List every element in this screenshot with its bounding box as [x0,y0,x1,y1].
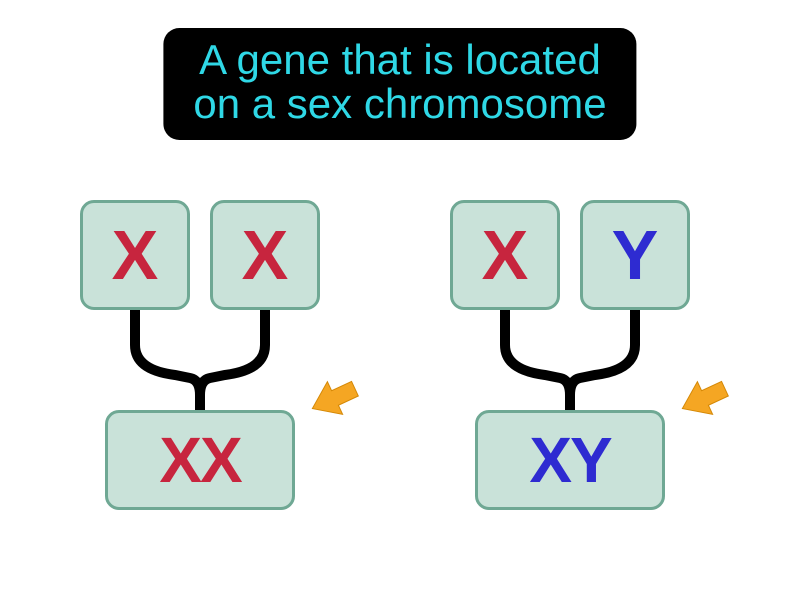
parent-box-left-2: X [210,200,320,310]
chromosome-letter: Y [570,423,611,497]
arrow-icon [305,368,365,428]
title-line2: on a sex chromosome [193,80,606,127]
chromosome-letter: X [529,423,570,497]
title-line1: A gene that is located [199,36,601,83]
chromosome-letter: X [200,423,241,497]
arrow-icon [675,368,735,428]
chromosome-letter: Y [612,215,659,295]
chromosome-letter: X [242,215,289,295]
title-banner: A gene that is located on a sex chromoso… [163,28,636,140]
connector-lines-right [435,300,765,420]
parent-box-right-2: Y [580,200,690,310]
parent-box-right-1: X [450,200,560,310]
child-box-right: XY [475,410,665,510]
connector-lines-left [65,300,395,420]
diagram-male-xy: X Y XY [435,200,765,540]
diagram-female-xx: X X XX [65,200,395,540]
chromosome-letter: X [159,423,200,497]
child-box-left: XX [105,410,295,510]
parent-box-left-1: X [80,200,190,310]
chromosome-letter: X [112,215,159,295]
chromosome-letter: X [482,215,529,295]
